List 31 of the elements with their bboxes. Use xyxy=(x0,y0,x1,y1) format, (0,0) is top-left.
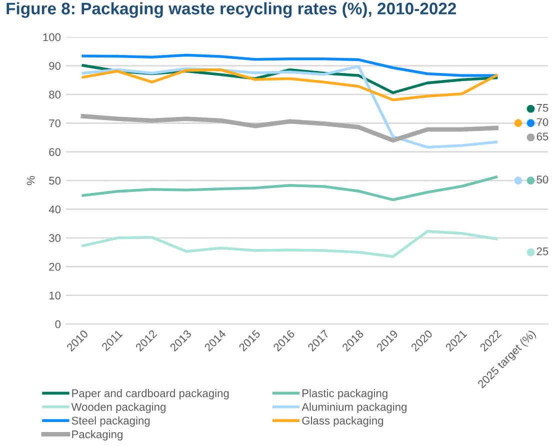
legend-label: Packaging xyxy=(72,430,122,440)
y-tick-label: 20 xyxy=(49,262,61,271)
y-tick-label: 100 xyxy=(43,33,61,42)
legend-label: Wooden packaging xyxy=(71,402,166,414)
y-tick-label: 30 xyxy=(49,234,61,242)
y-tick-label: 60 xyxy=(49,148,61,156)
y-axis-title: % xyxy=(26,176,35,186)
data-label: 75 xyxy=(536,104,548,112)
line-series xyxy=(82,230,498,258)
data-label: 65 xyxy=(536,132,548,140)
line-series xyxy=(82,176,498,202)
y-tick-label: 0 xyxy=(55,320,61,328)
y-tick-label: 90 xyxy=(49,62,61,70)
y-tick-label: 10 xyxy=(49,292,61,300)
data-label: 50 xyxy=(536,176,548,184)
line-series xyxy=(82,68,498,102)
data-label: 70 xyxy=(536,118,548,126)
line-series xyxy=(82,54,498,77)
legend-label: Plastic packaging xyxy=(302,389,388,400)
legend-label: Paper and cardboard packaging xyxy=(72,389,229,400)
y-tick-label: 40 xyxy=(48,205,61,214)
y-tick-label: 50 xyxy=(49,176,61,185)
line-series xyxy=(80,114,499,143)
legend-label: Steel packaging xyxy=(72,416,150,427)
line-series xyxy=(82,64,498,149)
data-label: 25 xyxy=(536,247,548,256)
legend-label: Aluminium packaging xyxy=(302,402,406,414)
y-tick-label: 70 xyxy=(49,119,61,128)
legend-label: Glass packaging xyxy=(302,416,384,427)
y-tick-label: 80 xyxy=(49,90,61,99)
chart-title: Figure 8: Packaging waste recycling rates (%), 2010-2022 xyxy=(6,2,456,18)
